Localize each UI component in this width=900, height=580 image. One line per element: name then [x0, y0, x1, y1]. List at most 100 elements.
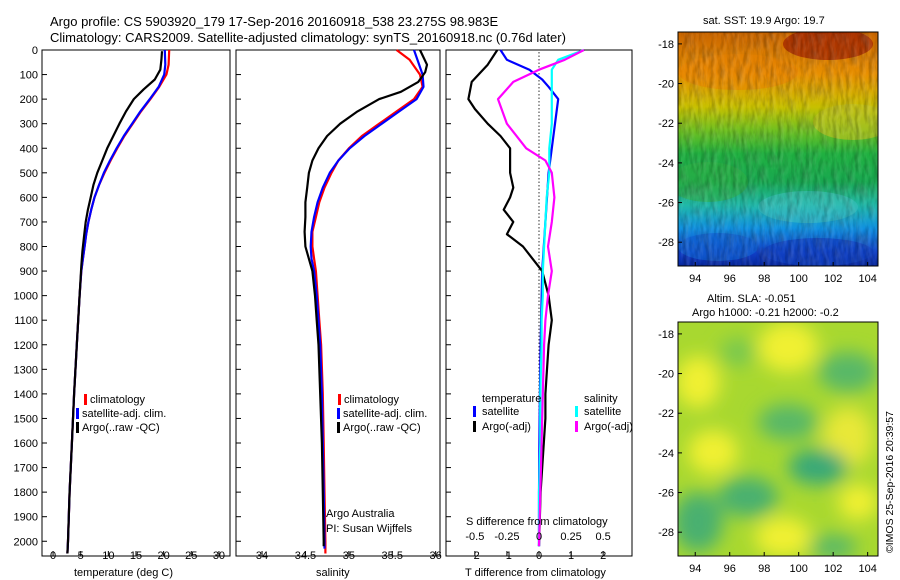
y-tick-label: 1000	[14, 291, 38, 303]
sst-field-image	[678, 32, 878, 266]
map-y-tick-label: -22	[658, 408, 674, 420]
y-tick-label: 2000	[14, 536, 38, 548]
sla-map-frame	[677, 321, 879, 557]
x-tick-label: 25	[185, 550, 197, 562]
map-x-tick-label: 96	[724, 563, 736, 575]
map-x-tick-label: 104	[858, 563, 876, 575]
legend-label-argo: Argo(..raw -QC)	[82, 422, 160, 434]
series-line-satellite-s-	[537, 48, 585, 547]
temperature-xlabel: temperature (deg C)	[74, 567, 173, 579]
y-tick-label: 1900	[14, 512, 38, 524]
t-difference-xlabel: T difference from climatology	[465, 567, 606, 579]
map-y-tick-label: -26	[658, 198, 674, 210]
map-y-tick-label: -24	[658, 158, 674, 170]
legend-swatch-climatology	[338, 394, 341, 405]
y-tick-label: 1600	[14, 438, 38, 450]
salinity-xlabel: salinity	[316, 567, 350, 579]
legend-title-temperature: temperature	[482, 393, 541, 405]
series-line-argo-raw-qc-	[66, 51, 164, 554]
sst-map	[677, 31, 879, 267]
map-x-tick-label: 94	[689, 273, 701, 285]
legend-swatch-t-satellite	[473, 406, 476, 417]
map-x-tick-label: 100	[790, 273, 808, 285]
s-tick-label: -0.25	[494, 531, 519, 543]
series-line-argo-raw-qc-	[303, 49, 429, 547]
s-tick-label: 0.25	[560, 531, 581, 543]
y-tick-label: 1100	[14, 315, 38, 327]
y-tick-label: 1800	[14, 487, 38, 499]
map-y-tick-label: -22	[658, 118, 674, 130]
legend-swatch-argo	[76, 422, 79, 433]
x-tick-label: -1	[502, 550, 512, 562]
imos-stamp: ©IMOS 25-Sep-2016 20:39:57	[884, 411, 896, 553]
sla-map-title-1: Altim. SLA: -0.051	[707, 293, 796, 305]
series-line-climatology	[311, 49, 424, 554]
sla-map	[677, 321, 879, 557]
legend-swatch-s-argo	[575, 421, 578, 432]
legend-label-argo: Argo(..raw -QC)	[343, 422, 421, 434]
x-tick-label: 35.5	[382, 550, 403, 562]
legend-label-t-satellite: satellite	[482, 406, 519, 418]
legend-swatch-argo	[337, 422, 340, 433]
salinity-legend: climatology satellite-adj. clim. Argo(..…	[337, 394, 427, 434]
map-x-tick-label: 96	[724, 273, 736, 285]
sst-map-title: sat. SST: 19.9 Argo: 19.7	[703, 15, 825, 27]
map-y-tick-label: -24	[658, 448, 674, 460]
salinity-plot: 34 34.5 35 35.5 36	[236, 49, 442, 562]
x-tick-label: 34.5	[295, 550, 316, 562]
credit-pi: PI: Susan Wijffels	[326, 523, 412, 535]
y-tick-label: 200	[20, 94, 38, 106]
map-axes: 94 96 98 100 102 104 -18 -20 -22 -24 -26 -28 94 96 98 1…	[658, 39, 877, 575]
y-tick-label: 700	[20, 217, 38, 229]
x-tick-label: 1	[568, 550, 574, 562]
legend-label-s-satellite: satellite	[584, 406, 621, 418]
temperature-legend: climatology satellite-adj. clim. Argo(..…	[76, 394, 166, 434]
legend-swatch-satellite	[76, 408, 79, 419]
y-tick-label: 0	[32, 45, 38, 57]
x-tick-label: 20	[158, 550, 170, 562]
x-tick-label: 10	[102, 550, 114, 562]
s-tick-label: 0	[536, 531, 542, 543]
credit-argo-australia: Argo Australia	[326, 508, 395, 520]
legend-label-climatology: climatology	[344, 394, 400, 406]
map-y-tick-label: -18	[658, 329, 674, 341]
y-tick-label: 100	[20, 70, 38, 82]
map-y-tick-label: -28	[658, 237, 674, 249]
x-tick-label: 34	[256, 550, 268, 562]
map-x-tick-label: 102	[824, 563, 842, 575]
s-difference-label: S difference from climatology	[466, 516, 608, 528]
x-tick-label: 0	[536, 550, 542, 562]
y-tick-label: 900	[20, 266, 38, 278]
sla-field-image	[678, 322, 878, 556]
y-tick-label: 400	[20, 143, 38, 155]
legend-label-t-argo: Argo(-adj)	[482, 421, 531, 433]
map-y-tick-label: -28	[658, 527, 674, 539]
salinity-axes	[235, 49, 441, 557]
legend-title-salinity: salinity	[584, 393, 618, 405]
legend-swatch-satellite	[337, 408, 340, 419]
map-x-tick-label: 94	[689, 563, 701, 575]
y-tick-label: 1700	[14, 463, 38, 475]
series-line-satellite-adj-clim-	[66, 49, 167, 554]
x-tick-label: 30	[213, 550, 225, 562]
x-tick-label: 15	[130, 550, 142, 562]
legend-swatch-s-satellite	[575, 406, 578, 417]
y-tick-label: 500	[20, 168, 38, 180]
map-y-tick-label: -20	[658, 79, 674, 91]
s-tick-label: -0.5	[465, 531, 484, 543]
y-tick-label: 600	[20, 192, 38, 204]
x-tick-label: 36	[430, 550, 442, 562]
map-x-tick-label: 98	[758, 273, 770, 285]
header-line-2: Climatology: CARS2009. Satellite-adjuste…	[50, 30, 566, 45]
map-x-tick-label: 102	[824, 273, 842, 285]
x-tick-label: -2	[470, 550, 480, 562]
s-tick-label: 0.5	[595, 531, 610, 543]
y-tick-label: 300	[20, 119, 38, 131]
map-y-tick-label: -18	[658, 39, 674, 51]
x-tick-label: 0	[50, 550, 56, 562]
y-tick-label: 1500	[14, 413, 38, 425]
x-tick-label: 2	[600, 550, 606, 562]
map-y-tick-label: -26	[658, 488, 674, 500]
sst-map-frame	[677, 31, 879, 267]
series-line-satellite-adj-clim-	[309, 49, 425, 549]
